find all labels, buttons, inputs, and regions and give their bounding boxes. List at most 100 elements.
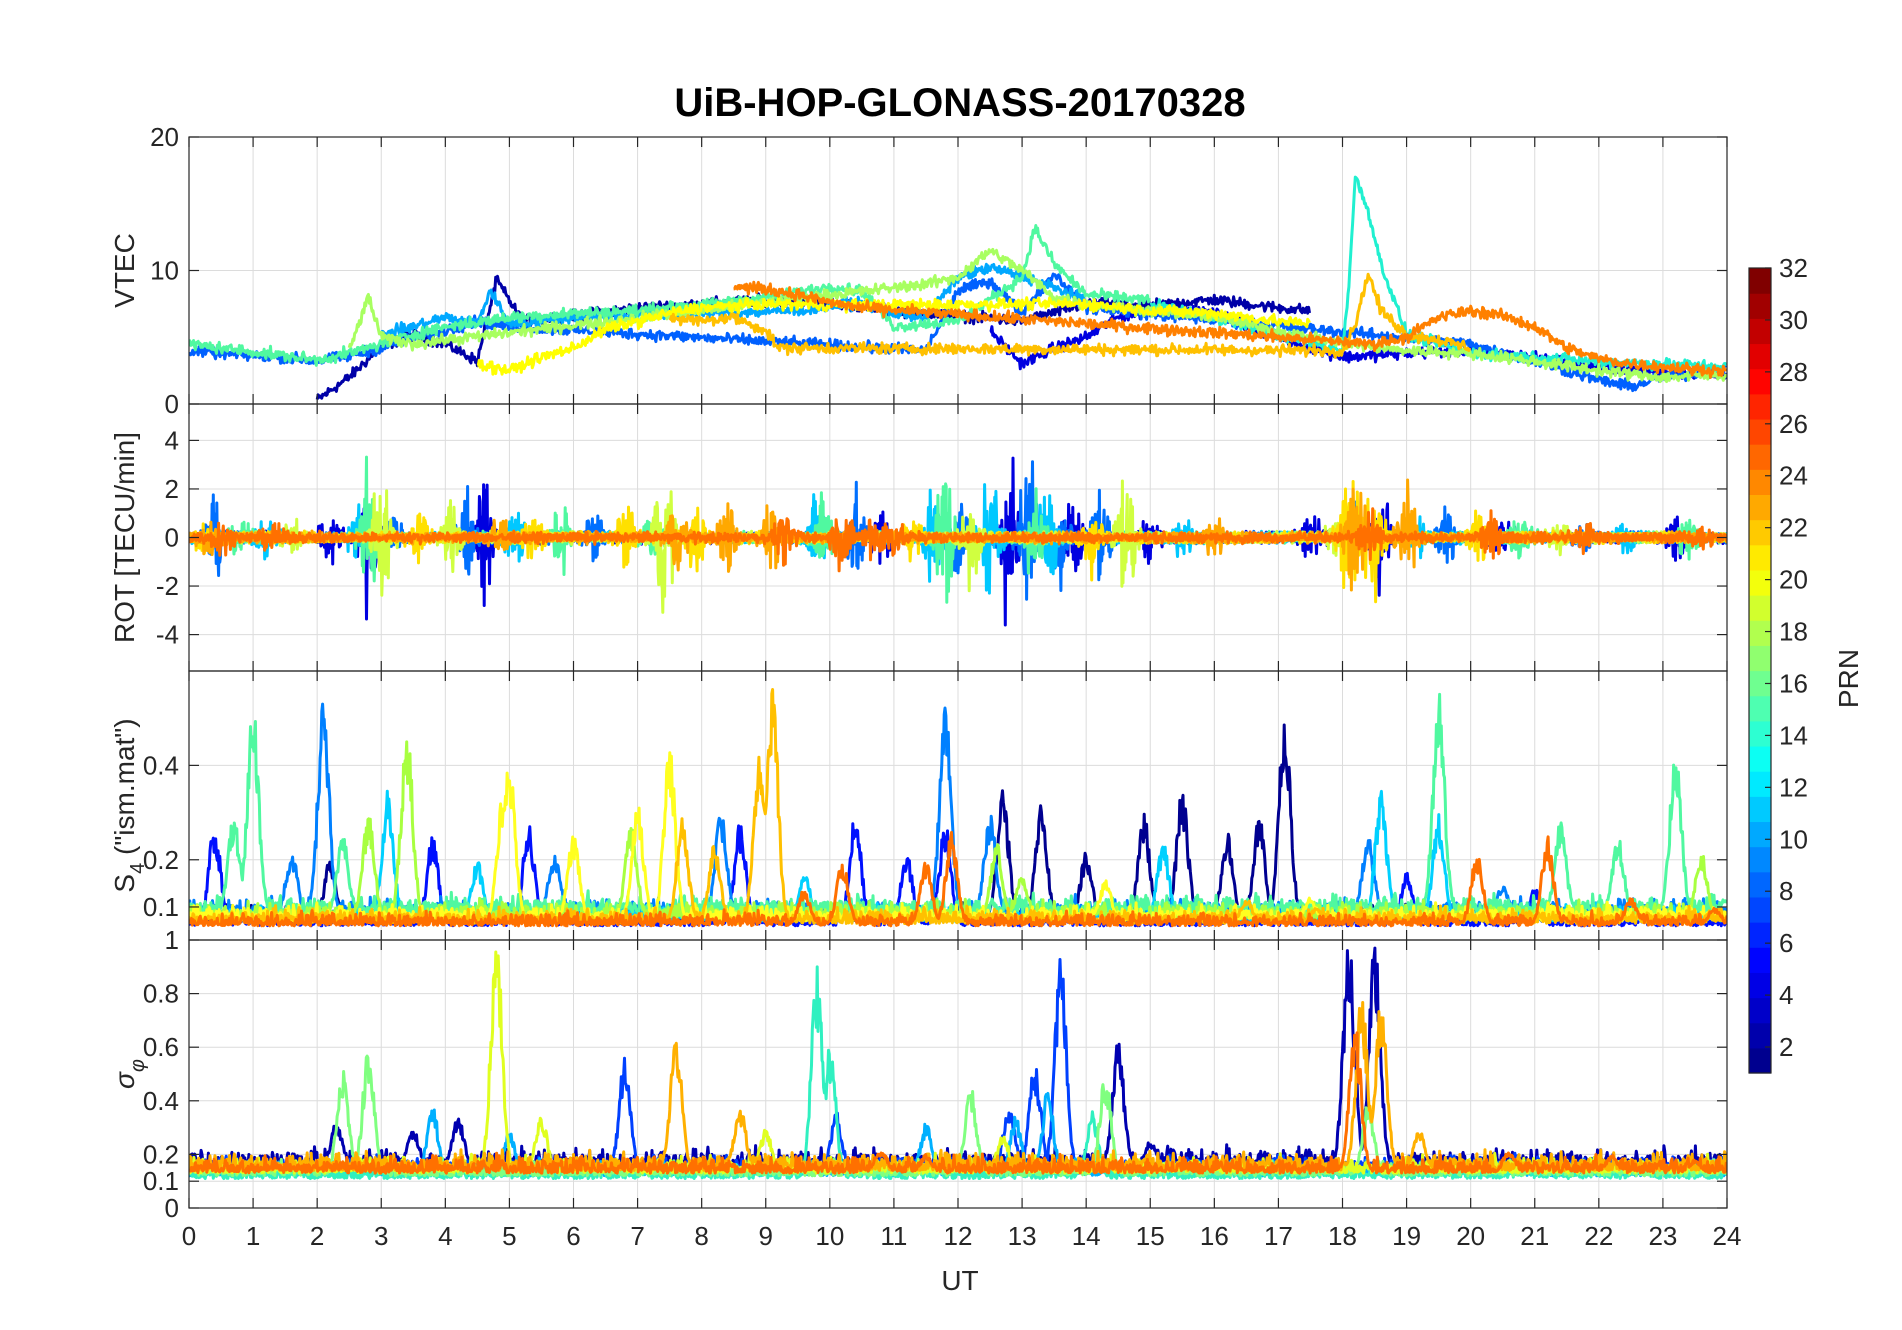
y-tick-label: 0 — [165, 523, 179, 553]
x-tick-label: 10 — [815, 1221, 844, 1251]
x-tick-label: 3 — [374, 1221, 388, 1251]
y-axis-label: S4 ("ism.mat") — [109, 718, 149, 892]
y-tick-label: 0.8 — [143, 979, 179, 1009]
series-group — [189, 455, 1727, 627]
series-line-prn-24 — [189, 507, 1727, 573]
x-tick-label: 12 — [944, 1221, 973, 1251]
y-axis-label-main: σ — [109, 1071, 140, 1089]
y-axis-label: ROT [TECU/min] — [109, 432, 140, 643]
colorbar-tick-label: 30 — [1779, 305, 1808, 335]
colorbar-tick-label: 20 — [1779, 565, 1808, 595]
colorbar-tick-label: 6 — [1779, 928, 1793, 958]
y-tick-label: 0.2 — [143, 1139, 179, 1169]
colorbar-swatch — [1749, 922, 1771, 948]
colorbar-tick-label: 12 — [1779, 772, 1808, 802]
colorbar-swatch — [1749, 569, 1771, 596]
colorbar-swatch — [1749, 771, 1771, 797]
y-axis-label-sub: 4 — [127, 863, 149, 874]
series-line-prn-21 — [668, 272, 1472, 359]
colorbar-tick-label: 8 — [1779, 876, 1793, 906]
x-tick-label: 21 — [1520, 1221, 1549, 1251]
colorbar-swatch — [1749, 519, 1771, 546]
colorbar-tick-label: 32 — [1779, 253, 1808, 283]
colorbar-swatch — [1749, 469, 1771, 496]
y-tick-label: 0.6 — [143, 1032, 179, 1062]
colorbar-swatch — [1749, 947, 1771, 973]
colorbar-tick-label: 2 — [1779, 1032, 1793, 1062]
y-axis-label-sub: φ — [127, 1059, 149, 1072]
colorbar-swatch — [1749, 645, 1771, 672]
x-tick-label: 13 — [1008, 1221, 1037, 1251]
x-axis-label: UT — [941, 1265, 978, 1296]
colorbar-swatch — [1749, 595, 1771, 621]
colorbar-swatch — [1749, 620, 1771, 646]
panel-s4: 0.1 0.2 0.4S4 ("ism.mat") — [109, 670, 1728, 941]
colorbar-tick-label: 4 — [1779, 980, 1793, 1010]
panel-sigphi: 00.10.2 0.4 0.6 0.8 1 σφ — [109, 925, 1728, 1223]
panel-rot: -4 -2 0 2 4 ROT [TECU/min] — [109, 403, 1728, 672]
x-tick-label: 19 — [1392, 1221, 1421, 1251]
colorbar-swatch — [1749, 494, 1771, 521]
series-line-prn-15 — [189, 224, 1151, 367]
colorbar-swatch — [1749, 695, 1771, 722]
x-tick-label: 8 — [694, 1221, 708, 1251]
colorbar-tick-label: 14 — [1779, 720, 1808, 750]
colorbar-frame — [1748, 267, 1772, 1074]
panel-vtec: 0 10 20 VTEC — [109, 122, 1728, 419]
y-tick-label: 0.4 — [143, 1086, 179, 1116]
y-tick-label: 0 — [165, 1193, 179, 1223]
x-tick-label: 2 — [310, 1221, 324, 1251]
x-tick-label: 24 — [1713, 1221, 1742, 1251]
y-tick-label: 10 — [150, 256, 179, 286]
colorbar-swatch — [1749, 318, 1771, 345]
colorbar-tick-label: 28 — [1779, 357, 1808, 387]
y-tick-label: 0.2 — [143, 845, 179, 875]
x-tick-label: 5 — [502, 1221, 516, 1251]
x-tick-label: 14 — [1072, 1221, 1101, 1251]
x-tick-label: 17 — [1264, 1221, 1293, 1251]
y-axis-label: σφ — [109, 1059, 149, 1089]
x-tick-label: 0 — [182, 1221, 196, 1251]
x-tick-label: 1 — [246, 1221, 260, 1251]
colorbar-swatch — [1749, 544, 1771, 571]
series-group — [189, 946, 1727, 1180]
colorbar-tick-label: 16 — [1779, 668, 1808, 698]
colorbar-tick-label: 24 — [1779, 461, 1808, 491]
colorbar-swatch — [1749, 393, 1771, 420]
y-axis-label-rest: ("ism.mat") — [109, 718, 140, 862]
x-tick-label: 15 — [1136, 1221, 1165, 1251]
y-tick-label: 1 — [165, 925, 179, 955]
series-group — [189, 688, 1727, 928]
y-tick-label: -4 — [156, 620, 179, 650]
colorbar-swatch — [1749, 796, 1771, 823]
x-tick-label: 18 — [1328, 1221, 1357, 1251]
x-tick-label: 4 — [438, 1221, 452, 1251]
colorbar-swatch — [1749, 444, 1771, 470]
series-line-prn-19 — [476, 296, 1311, 376]
colorbar-swatch — [1749, 821, 1771, 848]
x-tick-label: 16 — [1200, 1221, 1229, 1251]
colorbar-swatch — [1749, 670, 1771, 697]
y-tick-label: 0.1 — [143, 892, 179, 922]
colorbar-tick-label: 22 — [1779, 513, 1808, 543]
x-tick-label: 6 — [566, 1221, 580, 1251]
colorbar-tick-label: 10 — [1779, 824, 1808, 854]
colorbar-label: PRN — [1833, 649, 1864, 708]
series-line-prn-23 — [733, 280, 1727, 379]
series-line-prn-17 — [347, 247, 1727, 384]
colorbar-swatch — [1749, 368, 1771, 395]
series-line-prn-24 — [189, 830, 1727, 928]
colorbar-swatch — [1749, 1047, 1771, 1074]
x-tick-label: 7 — [630, 1221, 644, 1251]
y-tick-label: 20 — [150, 122, 179, 152]
colorbar-swatch — [1749, 997, 1771, 1024]
y-tick-label: 2 — [165, 474, 179, 504]
x-tick-label: 11 — [880, 1221, 907, 1251]
x-tick-label: 23 — [1648, 1221, 1677, 1251]
colorbar-swatch — [1749, 896, 1771, 923]
y-tick-label: 0.4 — [143, 750, 179, 780]
x-tick-label: 20 — [1456, 1221, 1485, 1251]
